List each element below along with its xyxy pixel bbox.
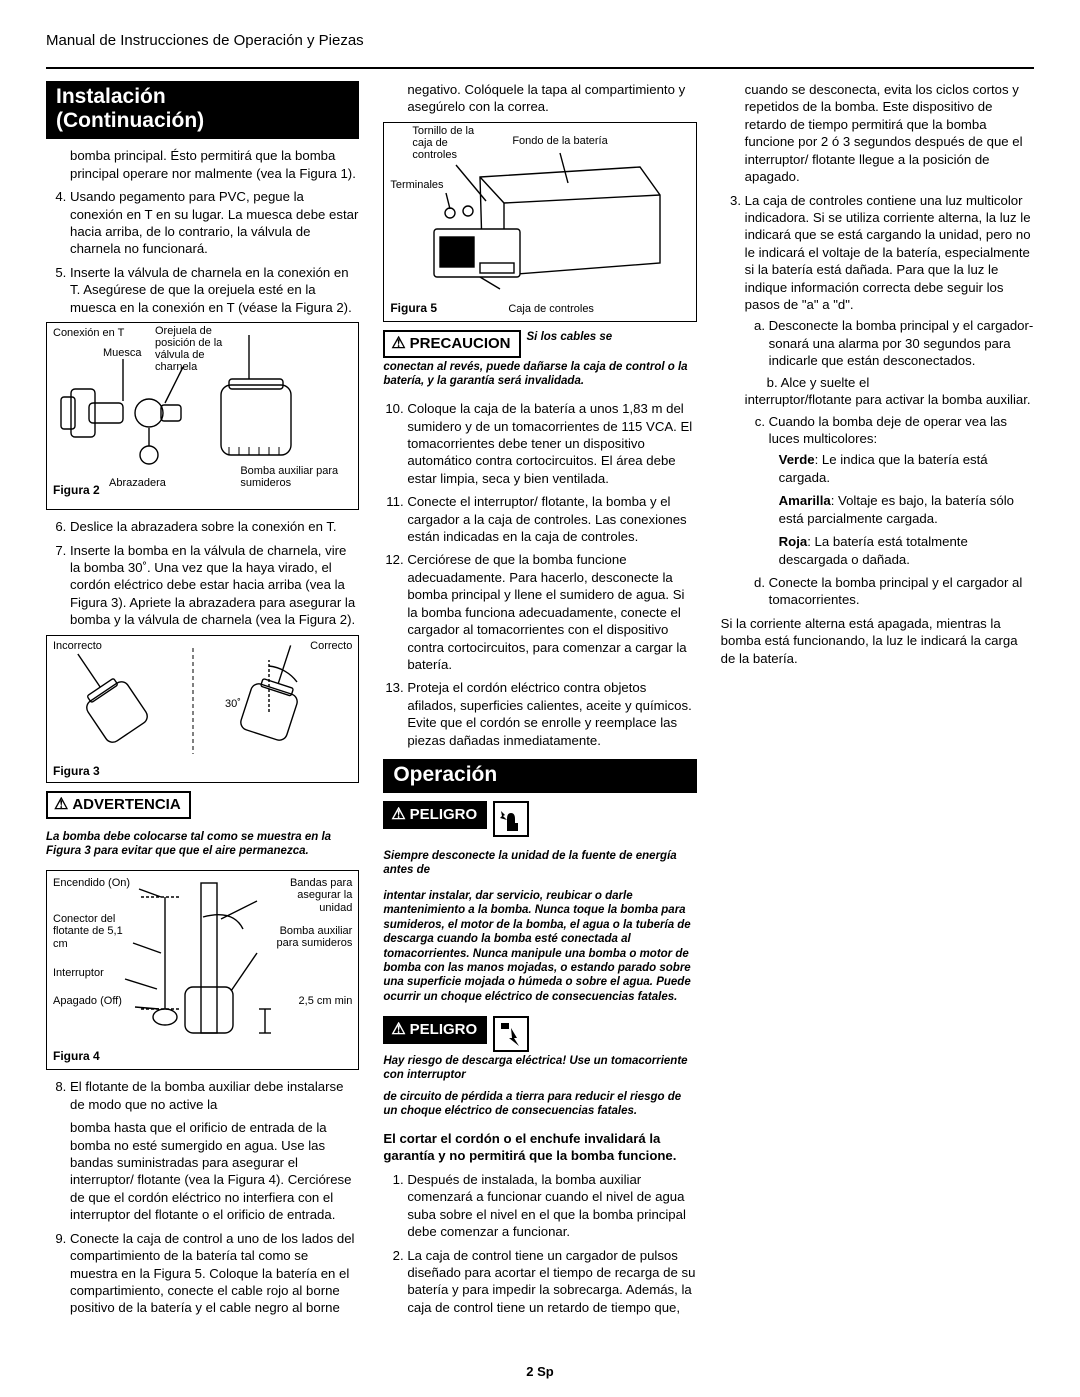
peligro1-badge: ⚠ PELIGRO (383, 801, 487, 829)
warning-icon: ⚠ (391, 336, 405, 352)
page-footer: 2 Sp (0, 1364, 1080, 1379)
peligro2-rest: de circuito de pérdida a tierra para red… (383, 1090, 696, 1119)
op-3c: Cuando la bomba deje de operar vea las l… (769, 413, 1034, 448)
step-5: Inserte la válvula de charnela en la con… (70, 264, 359, 316)
op-step-1: Después de instalada, la bomba auxiliar … (407, 1171, 696, 1241)
advertencia-text: La bomba debe colocarse tal como se mues… (46, 830, 359, 859)
col1-steps-4-5: Usando pegamento para PVC, pegue la cone… (46, 188, 359, 316)
fig3-incorrecto: Incorrecto (53, 640, 102, 652)
op-substeps: Desconecte la bomba principal y el carga… (745, 317, 1034, 369)
op-step-3-text: La caja de controles contiene una luz mu… (745, 193, 1031, 313)
peligro2-label: PELIGRO (410, 1020, 478, 1040)
fig4-on: Encendido (On) (53, 877, 130, 889)
op-3b-rest: interruptor/flotante para activar la bom… (745, 391, 1034, 408)
shock-person-icon (493, 1016, 529, 1052)
step-12: Cerciórese de que la bomba funcione adec… (407, 551, 696, 673)
precaucion-text: conectan al revés, puede dañarse la caja… (383, 360, 696, 389)
fig4-interrupt: Interruptor (53, 967, 104, 979)
op-3d: Conecte la bomba principal y el cargador… (769, 574, 1034, 609)
fig3-30: 30˚ (225, 698, 241, 710)
page: Manual de Instrucciones de Operación y P… (0, 0, 1080, 1397)
fig4-caption: Figura 4 (53, 1049, 352, 1065)
figure-2: Conexión en T Muesca Orejuela de posició… (46, 322, 359, 510)
fig3-svg (53, 642, 333, 760)
doc-header: Manual de Instrucciones de Operación y P… (46, 32, 1034, 49)
figure-5: Tornillo de la caja de controles Fondo d… (383, 122, 696, 322)
fig2-abrazadera: Abrazadera (109, 477, 166, 489)
step8-cont: bomba hasta que el orificio de entrada d… (70, 1119, 359, 1224)
fig3-caption: Figura 3 (53, 764, 352, 780)
verde-label: Verde (779, 452, 815, 467)
fig5-caja: Caja de controles (508, 303, 594, 315)
precaucion-label: PRECAUCION (410, 334, 511, 354)
hand-shock-icon (493, 801, 529, 837)
section-head-line1: Instalación (56, 85, 349, 109)
col1-intro: bomba principal. Ésto permitirá que la b… (70, 147, 359, 182)
fig5-tornillo: Tornillo de la caja de controles (412, 125, 482, 161)
section-head-instalacion: Instalación (Continuación) (46, 81, 359, 139)
fig4-conector: Conector del flotante de 5,1 cm (53, 913, 129, 949)
section-head-operacion: Operación (383, 759, 696, 793)
col1-steps-6-7: Deslice la abrazadera sobre la conexión … (46, 518, 359, 629)
fig4-bandas: Bandas para asegurar la unidad (274, 877, 352, 913)
op-3c-wrap: Cuando la bomba deje de operar vea las l… (745, 413, 1034, 448)
step-10: Coloque la caja de la batería a unos 1,8… (407, 400, 696, 487)
precaucion-lead: Si los cables se (527, 330, 697, 344)
fig3-correcto: Correcto (310, 640, 352, 652)
precaucion-badge: ⚠ PRECAUCION (383, 330, 520, 358)
header-rule (46, 67, 1034, 69)
columns: Instalación (Continuación) bomba princip… (46, 81, 1034, 1321)
fig5-fondo: Fondo de la batería (512, 135, 607, 147)
advertencia-label: ADVERTENCIA (72, 795, 180, 815)
peligro2-row: ⚠ PELIGRO (383, 1016, 696, 1052)
peligro2-badge: ⚠ PELIGRO (383, 1016, 487, 1044)
col1-step-8: El flotante de la bomba auxiliar debe in… (46, 1078, 359, 1113)
advertencia-badge: ⚠ ADVERTENCIA (46, 791, 191, 819)
fig2-conexion: Conexión en T (53, 327, 124, 339)
step-13: Proteja el cordón eléctrico contra objet… (407, 679, 696, 749)
bold-cut-warning: El cortar el cordón o el enchufe invalid… (383, 1130, 696, 1165)
fig5-terminales: Terminales (390, 179, 443, 191)
warning-icon: ⚠ (391, 807, 405, 823)
step-4: Usando pegamento para PVC, pegue la cone… (70, 188, 359, 258)
fig2-muesca: Muesca (103, 347, 142, 359)
peligro1-cont: intentar instalar, dar servicio, reubica… (383, 889, 696, 1004)
precaucion-row: ⚠ PRECAUCION Si los cables se (383, 330, 696, 358)
step-8: El flotante de la bomba auxiliar debe in… (70, 1078, 359, 1113)
peligro2-lead: Hay riesgo de descarga eléctrica! Use un… (383, 1054, 696, 1083)
fig5-caption: Figura 5 (390, 301, 437, 317)
col3-tail: Si la corriente alterna está apagada, mi… (721, 615, 1034, 667)
fig4-off: Apagado (Off) (53, 995, 122, 1007)
step-7: Inserte la bomba en la válvula de charne… (70, 542, 359, 629)
col2-steps-10-13: Coloque la caja de la batería a unos 1,8… (383, 400, 696, 749)
step-11: Conecte el interruptor/ flotante, la bom… (407, 493, 696, 545)
warning-icon: ⚠ (391, 1022, 405, 1038)
step-6: Deslice la abrazadera sobre la conexión … (70, 518, 359, 535)
roja-text: : La batería está totalmente descargada … (779, 534, 968, 566)
peligro1-lead: Siempre desconecte la unidad de la fuent… (383, 849, 696, 878)
figure-3: Incorrecto Correcto 30˚ (46, 635, 359, 783)
fig2-bomba: Bomba auxiliar para sumideros (240, 465, 350, 489)
fig2-orejuela: Orejuela de posición de la válvula de ch… (155, 325, 235, 373)
fig4-bomba: Bomba auxiliar para sumideros (274, 925, 352, 949)
peligro1-label: PELIGRO (410, 805, 478, 825)
op-3b-lead: b. Alce y suelte el (767, 374, 1034, 391)
color-list: Verde: Le indica que la batería está car… (779, 451, 1034, 568)
peligro1-row: ⚠ PELIGRO (383, 801, 696, 837)
figure-4: Encendido (On) Conector del flotante de … (46, 870, 359, 1070)
fig4-min: 2,5 cm min (292, 995, 352, 1007)
op-3d-wrap: Conecte la bomba principal y el cargador… (745, 574, 1034, 609)
roja-label: Roja (779, 534, 808, 549)
op-step-3: La caja de controles contiene una luz mu… (745, 192, 1034, 609)
advertencia-row: ⚠ ADVERTENCIA (46, 791, 359, 819)
op-3a: Desconecte la bomba principal y el carga… (769, 317, 1034, 369)
section-head-line2: (Continuación) (56, 109, 349, 133)
warning-icon: ⚠ (54, 797, 68, 813)
amarilla-label: Amarilla (779, 493, 831, 508)
